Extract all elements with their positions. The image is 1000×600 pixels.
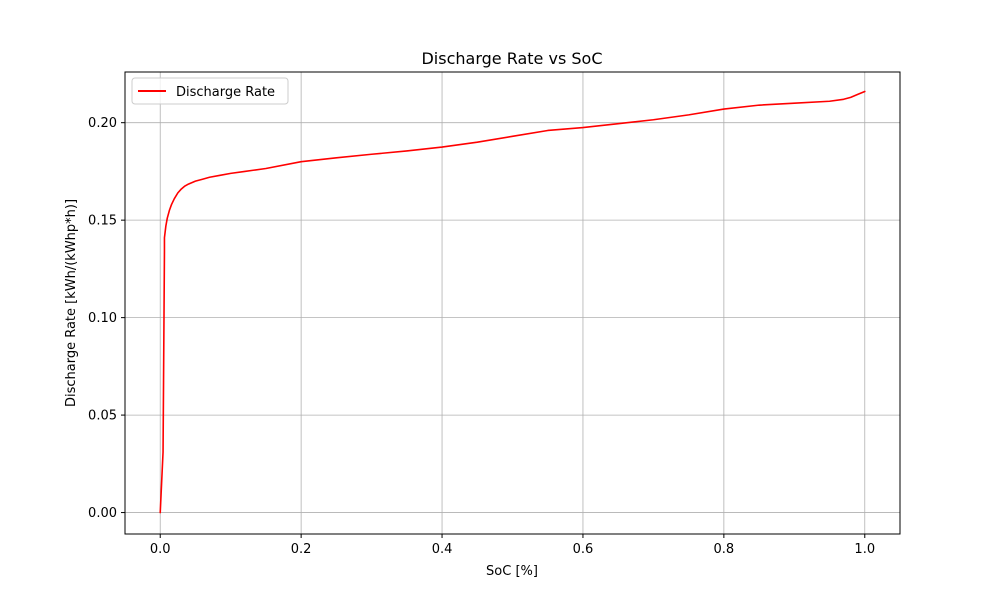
series-line-discharge-rate	[159, 90, 866, 514]
grid	[125, 72, 900, 534]
x-tick-label: 0.2	[291, 542, 312, 557]
chart-title: Discharge Rate vs SoC	[421, 49, 602, 68]
y-tick-label: 0.10	[88, 311, 117, 326]
x-tick-label: 0.6	[573, 542, 594, 557]
x-tick-label: 0.0	[150, 542, 171, 557]
legend-box	[131, 77, 289, 105]
x-tick-label: 0.8	[714, 542, 735, 557]
y-tick-label: 0.15	[88, 214, 117, 229]
plot-area-frame	[124, 71, 901, 535]
y-tick-label: 0.20	[88, 116, 117, 131]
y-tick-label: 0.05	[88, 409, 117, 424]
x-tick-label: 0.4	[432, 542, 453, 557]
series-layer	[159, 90, 866, 514]
legend: Discharge Rate	[131, 77, 289, 105]
ticks: 0.0 0.2 0.4 0.6 0.8 1.0 0.00 0.05 0.10 0.15 0.20	[88, 116, 875, 557]
y-tick-label: 0.00	[88, 506, 117, 521]
legend-label: Discharge Rate	[176, 85, 275, 100]
x-tick-label: 1.0	[854, 542, 875, 557]
y-axis-label: Discharge Rate [kWh/(kWhp*h)]	[64, 199, 79, 407]
x-axis-label: SoC [%]	[486, 564, 538, 579]
